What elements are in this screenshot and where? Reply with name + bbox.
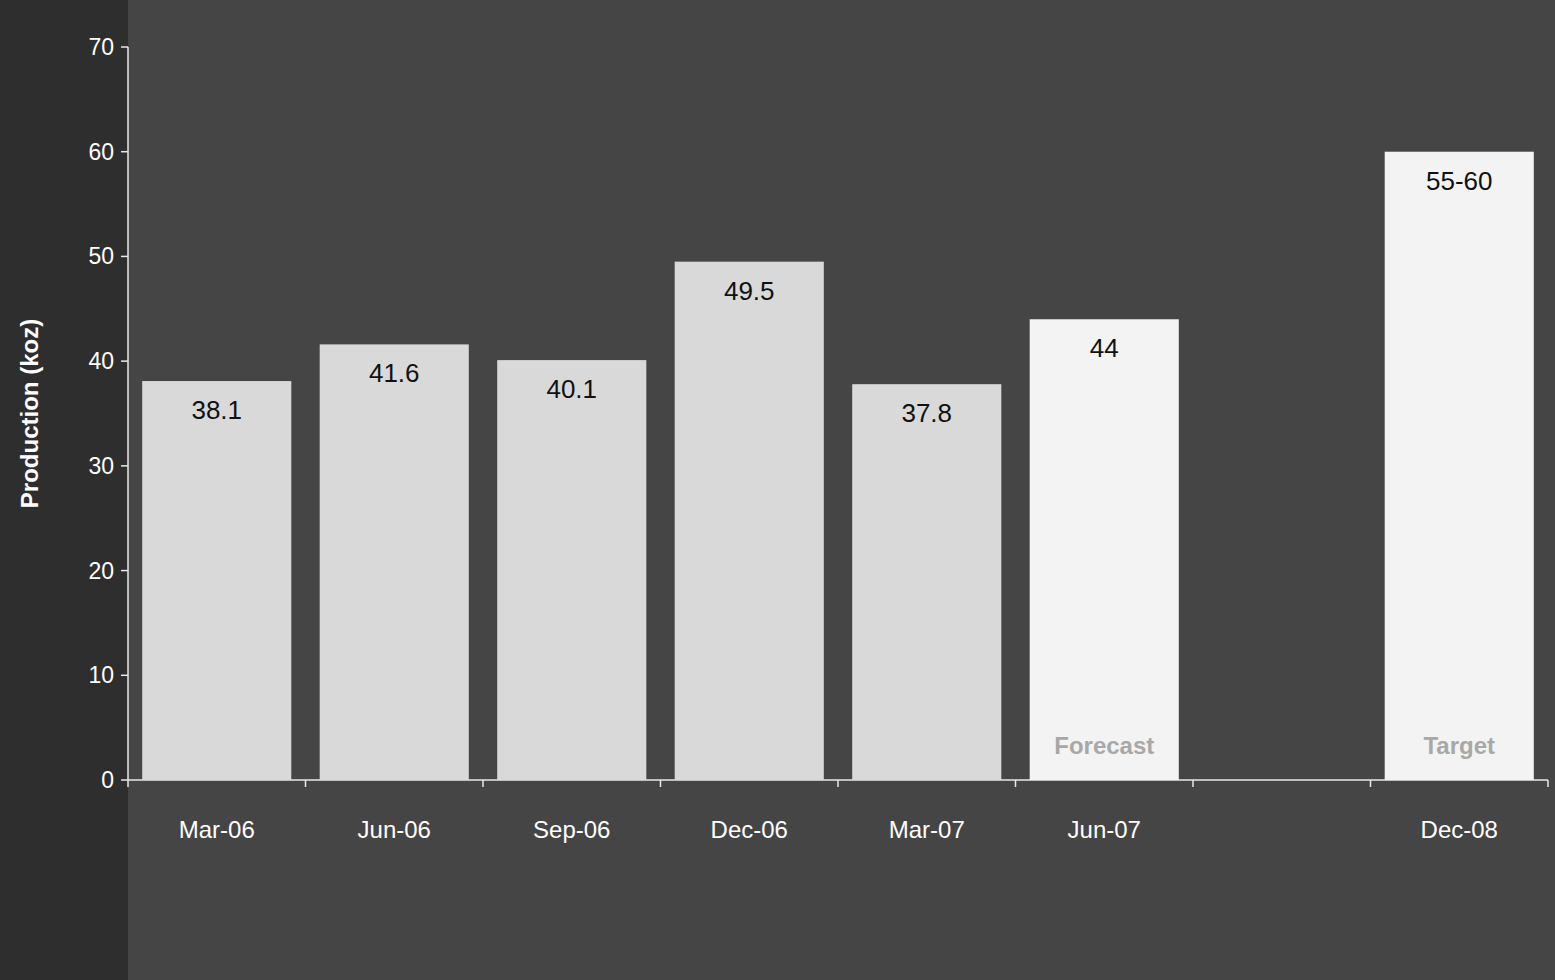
- y-axis-title: Production (koz): [16, 319, 43, 508]
- x-tick: [1370, 780, 1372, 787]
- y-tick-label: 70: [88, 34, 114, 60]
- y-tick-label: 60: [88, 139, 114, 165]
- x-tick: [127, 780, 129, 787]
- bar-annotation: Forecast: [1054, 732, 1154, 759]
- data-label: 38.1: [191, 395, 242, 425]
- y-axis: [127, 47, 129, 780]
- x-tick: [482, 780, 484, 787]
- x-tick-label: Dec-08: [1421, 816, 1498, 843]
- x-tick-label: Mar-06: [179, 816, 255, 843]
- x-tick-label: Dec-06: [711, 816, 788, 843]
- y-tick: [121, 675, 128, 677]
- y-tick-label: 0: [101, 767, 114, 793]
- y-tick: [121, 570, 128, 572]
- y-tick: [121, 360, 128, 362]
- x-tick: [1192, 780, 1194, 787]
- data-label: 40.1: [546, 374, 597, 404]
- y-tick: [121, 151, 128, 153]
- axis-band: [0, 0, 128, 980]
- background: [0, 0, 1555, 980]
- bars: [142, 152, 1534, 780]
- y-tick-label: 30: [88, 453, 114, 479]
- data-label: 41.6: [369, 358, 420, 388]
- bar: [497, 360, 646, 780]
- chart: 0 10 20 30 40 50 60 70 Production (koz) 38.1 41.6 4…: [0, 0, 1555, 980]
- bar: [142, 381, 291, 780]
- plot-background: [128, 0, 1555, 980]
- x-tick-label: Sep-06: [533, 816, 610, 843]
- y-tick-label: 10: [88, 662, 114, 688]
- data-label: 49.5: [724, 276, 775, 306]
- data-label: 55-60: [1426, 166, 1493, 196]
- y-tick: [121, 46, 128, 48]
- bar: [852, 384, 1001, 780]
- x-tick: [305, 780, 307, 787]
- x-tick: [837, 780, 839, 787]
- bar: [675, 262, 824, 780]
- y-tick-label: 20: [88, 558, 114, 584]
- y-tick: [121, 256, 128, 258]
- bar: [320, 344, 469, 780]
- y-tick: [121, 465, 128, 467]
- bar: [1385, 152, 1534, 780]
- x-tick: [1015, 780, 1017, 787]
- data-label: 37.8: [901, 398, 952, 428]
- x-tick: [1547, 780, 1549, 787]
- y-tick: [121, 779, 128, 781]
- y-tick-label: 50: [88, 243, 114, 269]
- y-tick-label: 40: [88, 348, 114, 374]
- bar-annotation: Target: [1423, 732, 1495, 759]
- x-tick: [660, 780, 662, 787]
- x-tick-label: Mar-07: [889, 816, 965, 843]
- bar: [1030, 319, 1179, 780]
- x-tick-label: Jun-06: [358, 816, 431, 843]
- x-tick-label: Jun-07: [1068, 816, 1141, 843]
- data-label: 44: [1090, 333, 1119, 363]
